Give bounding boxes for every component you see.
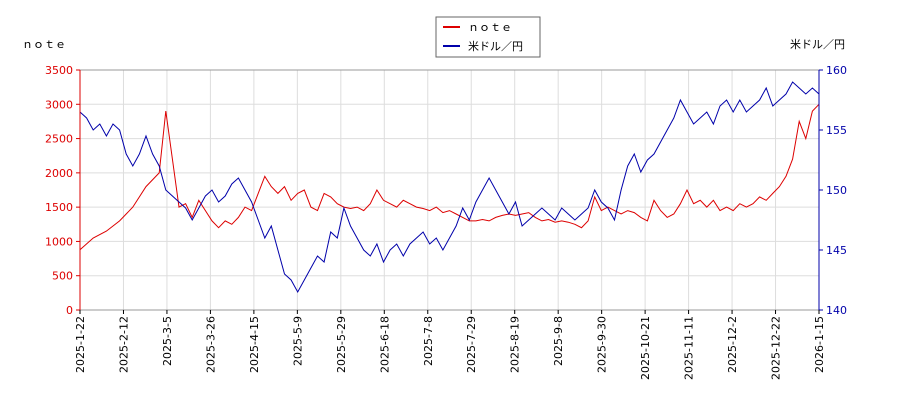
- x-tick-label: 2025-2-12: [117, 316, 130, 373]
- left-tick-label: 3500: [45, 64, 73, 77]
- left-tick-label: 1000: [45, 235, 73, 248]
- x-tick-label: 2025-7-29: [465, 316, 478, 373]
- x-tick-label: 2025-6-18: [378, 316, 391, 373]
- legend: ｎｏｔｅ 米ドル／円: [435, 16, 541, 58]
- left-tick-label: 2000: [45, 167, 73, 180]
- legend-label-note: ｎｏｔｅ: [468, 21, 512, 34]
- series-line-note: [79, 103, 820, 251]
- x-tick-label: 2025-9-30: [596, 316, 609, 373]
- x-tick-label: 2025-10-21: [639, 316, 652, 380]
- grid: [79, 69, 820, 311]
- right-tick-label: 150: [826, 184, 847, 197]
- left-tick-label: 1500: [45, 201, 73, 214]
- x-tick-label: 2025-8-19: [509, 316, 522, 373]
- left-axis-title: ｎｏｔｅ: [22, 38, 66, 51]
- right-tick-label: 160: [826, 64, 847, 77]
- series-line-usdjpy: [79, 81, 820, 294]
- right-tick-label: 155: [826, 124, 847, 137]
- right-tick-label: 145: [826, 244, 847, 257]
- legend-label-usdjpy: 米ドル／円: [468, 40, 523, 53]
- x-tick-label: 2025-12-22: [770, 316, 783, 380]
- left-axis: 0 500 1000 1500 2000 2500 3000 3500: [45, 64, 81, 317]
- left-tick-label: 500: [52, 270, 73, 283]
- x-tick-label: 2025-9-8: [552, 316, 565, 366]
- x-tick-label: 2025-3-26: [204, 316, 217, 373]
- left-tick-label: 2500: [45, 133, 73, 146]
- x-tick-label: 2025-7-8: [422, 316, 435, 366]
- left-tick-label: 0: [66, 304, 73, 317]
- x-tick-label: 2025-12-2: [726, 316, 739, 373]
- x-tick-label: 2025-4-15: [248, 316, 261, 373]
- x-tick-label: 2025-5-29: [335, 316, 348, 373]
- x-axis: 2025-1-22 2025-2-12 2025-3-5 2025-3-26 2025-…: [74, 310, 826, 380]
- x-tick-label: 2025-5-9: [291, 316, 304, 366]
- plot-frame: [79, 69, 820, 311]
- legend-box: [435, 16, 541, 58]
- x-tick-label: 2025-3-5: [161, 316, 174, 366]
- series-layer: [79, 81, 820, 294]
- x-tick-label: 2026-1-15: [813, 316, 826, 373]
- x-tick-label: 2025-11-11: [683, 316, 696, 380]
- right-axis-title: 米ドル／円: [790, 38, 845, 51]
- right-axis: 140 145 150 155 160: [818, 64, 847, 317]
- x-tick-label: 2025-1-22: [74, 316, 87, 373]
- right-tick-label: 140: [826, 304, 847, 317]
- left-tick-label: 3000: [45, 98, 73, 111]
